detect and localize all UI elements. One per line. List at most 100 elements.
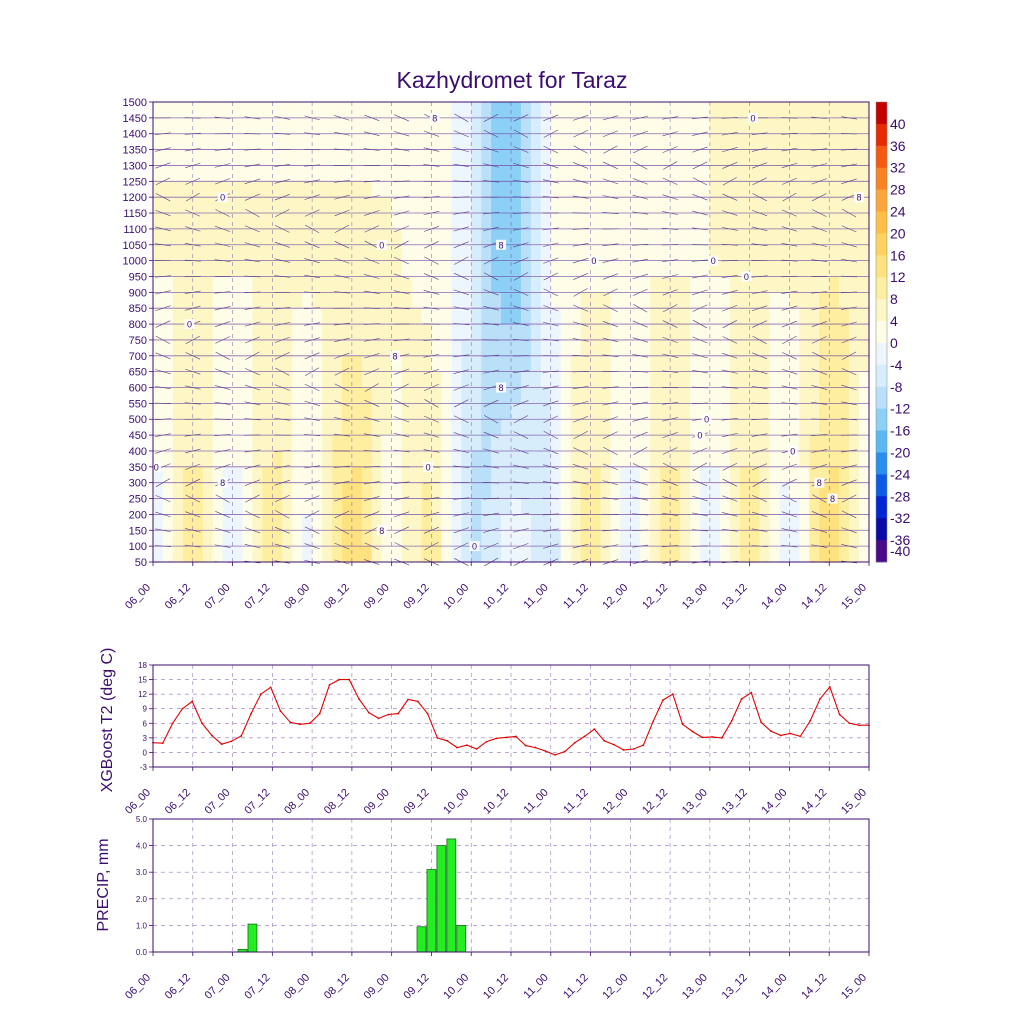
wind-barb (333, 164, 350, 167)
field-cell (729, 546, 741, 563)
field-cell (282, 292, 293, 309)
field-cell (819, 387, 830, 404)
field-cell (610, 228, 621, 246)
wind-barb (841, 351, 857, 360)
field-cell (729, 244, 741, 262)
field-cell (192, 482, 204, 500)
y-tick-label: 1500 (123, 97, 147, 109)
field-cell (520, 324, 532, 341)
field-cell (580, 514, 592, 531)
field-cell (719, 308, 731, 325)
field-cell (530, 197, 542, 214)
colorbar-label: 32 (890, 160, 906, 176)
field-cell (520, 419, 532, 436)
field-cell (381, 450, 393, 468)
field-cell (600, 403, 612, 420)
contour-label-box (429, 112, 440, 123)
wind-barb (781, 463, 798, 470)
field-cell (153, 498, 164, 516)
field-cell (162, 165, 174, 182)
field-cell (471, 387, 482, 404)
field-cell (729, 181, 741, 198)
wind-barb (513, 400, 529, 407)
field-cell (719, 387, 731, 404)
field-cell (341, 213, 353, 230)
field-cell (332, 419, 343, 436)
wind-barb (602, 243, 619, 247)
field-cell (849, 339, 860, 357)
wind-barb (752, 193, 767, 202)
field-cell (670, 117, 681, 135)
field-cell (451, 292, 462, 309)
field-cell (749, 181, 761, 198)
field-cell (302, 149, 313, 167)
field-cell (262, 530, 273, 547)
field-cell (739, 102, 751, 119)
field-cell (302, 244, 313, 262)
wind-barb (841, 258, 858, 263)
field-cell (839, 482, 850, 500)
wind-barb (632, 463, 648, 471)
wind-barb (155, 352, 171, 360)
field-cell (570, 530, 582, 547)
field-cell (411, 133, 423, 151)
field-cell (361, 228, 373, 246)
field-cell (680, 117, 691, 135)
field-cell (550, 244, 562, 262)
wind-barb (453, 465, 470, 469)
field-cell (819, 450, 830, 468)
field-cell (570, 419, 582, 436)
wind-barb (513, 528, 529, 533)
field-cell (580, 530, 592, 547)
field-cell (212, 228, 224, 246)
field-cell (590, 530, 602, 547)
wind-barb (363, 338, 380, 342)
field-cell (401, 165, 413, 182)
wind-barb (781, 290, 798, 294)
wind-barb (841, 384, 857, 391)
field-cell (451, 308, 462, 325)
field-cell (729, 165, 741, 182)
wind-barb (542, 464, 559, 470)
wind-barb (184, 259, 201, 262)
field-cell (431, 324, 442, 341)
field-cell (341, 260, 353, 278)
wind-barb (602, 529, 619, 532)
field-cell (182, 324, 194, 341)
field-cell (759, 213, 771, 230)
field-cell (580, 355, 592, 373)
wind-barb (782, 478, 797, 487)
precip-bar (446, 838, 457, 953)
colorbar-swatch (876, 189, 887, 212)
wind-barb (333, 148, 350, 151)
field-cell (242, 133, 254, 151)
field-cell (332, 133, 343, 151)
field-cell (769, 197, 781, 214)
field-cell (799, 482, 810, 500)
wind-barb (512, 481, 529, 484)
wind-barb (334, 400, 350, 407)
field-cell (252, 546, 263, 563)
wind-barb (483, 465, 500, 469)
field-cell (550, 308, 562, 325)
field-cell (799, 260, 810, 278)
field-cell (351, 324, 363, 341)
wind-barb (393, 307, 410, 310)
temperature-point (515, 735, 517, 738)
field-cell (461, 260, 472, 278)
field-cell (351, 292, 363, 309)
field-cell (819, 149, 830, 167)
wind-barb (423, 211, 440, 216)
field-cell (471, 482, 482, 500)
field-cell (202, 435, 214, 452)
wind-barb (543, 257, 559, 264)
field-cell (481, 102, 492, 119)
field-cell (849, 117, 860, 135)
field-cell (680, 546, 691, 563)
field-cell (222, 260, 234, 278)
field-cell (590, 403, 602, 420)
field-cell (391, 197, 403, 214)
field-cell (401, 244, 413, 262)
field-cell (819, 371, 830, 389)
field-cell (630, 213, 641, 230)
